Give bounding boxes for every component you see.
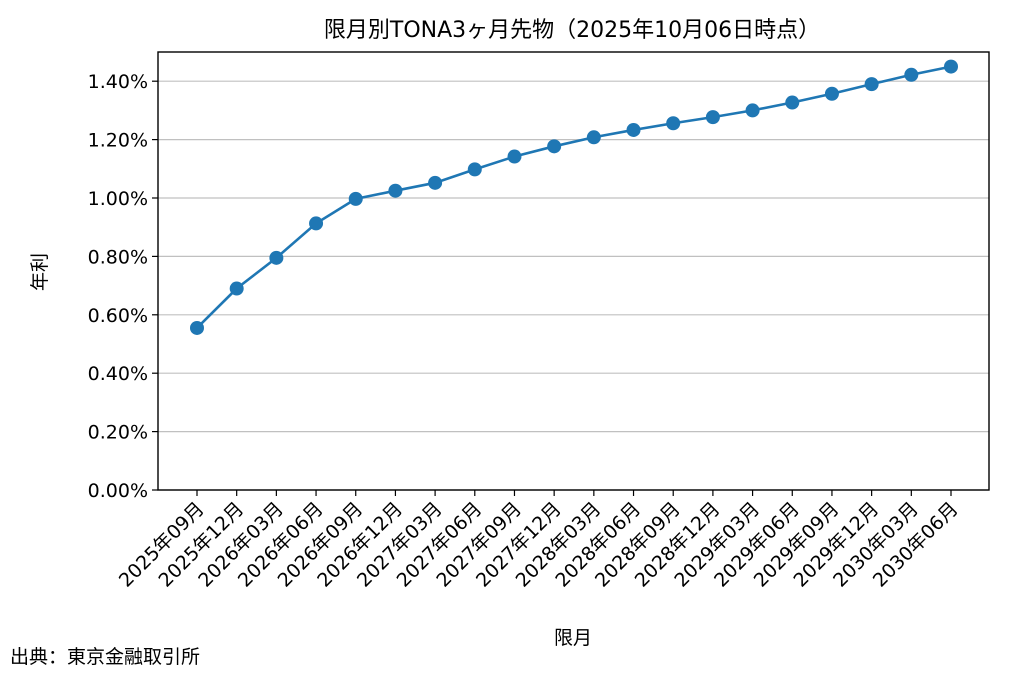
data-point bbox=[864, 77, 879, 92]
data-point bbox=[309, 216, 324, 231]
data-point bbox=[348, 191, 363, 206]
data-point bbox=[705, 110, 720, 125]
y-axis-ticks: 0.00% 0.20% 0.40% 0.60% 0.80% 1.00% 1.20% 1.40% bbox=[88, 71, 158, 502]
series-line-path bbox=[196, 65, 952, 329]
y-tick-label: 1.00% bbox=[88, 188, 148, 210]
y-tick-label: 0.00% bbox=[88, 480, 148, 502]
y-tick-label: 0.60% bbox=[88, 305, 148, 327]
data-point bbox=[229, 281, 244, 296]
data-point bbox=[745, 103, 760, 118]
data-point bbox=[190, 320, 204, 335]
y-tick-label: 1.20% bbox=[88, 130, 148, 152]
x-axis-label: 限月 bbox=[554, 627, 592, 649]
x-axis-ticks: 2025年09月2025年12月2026年03月2026年06月2026年09月… bbox=[115, 490, 963, 592]
data-point bbox=[428, 175, 443, 190]
y-tick-label: 1.40% bbox=[88, 71, 148, 93]
data-point bbox=[507, 149, 522, 164]
y-axis-label: 年利 bbox=[29, 253, 51, 291]
data-point bbox=[586, 130, 601, 145]
series-line bbox=[190, 59, 958, 335]
y-tick-label: 0.80% bbox=[88, 246, 148, 268]
axes bbox=[157, 51, 990, 491]
data-point bbox=[388, 183, 403, 198]
gridlines bbox=[158, 80, 989, 491]
data-point bbox=[666, 116, 681, 131]
data-point bbox=[944, 59, 958, 74]
data-point bbox=[904, 67, 919, 82]
data-point bbox=[269, 250, 284, 265]
data-point bbox=[785, 95, 800, 110]
data-point bbox=[467, 162, 482, 177]
source-note: 出典：東京金融取引所 bbox=[10, 646, 201, 668]
plot-frame bbox=[157, 51, 990, 491]
y-tick-label: 0.20% bbox=[88, 422, 148, 444]
data-point bbox=[824, 86, 839, 101]
chart-title: 限月別TONA3ヶ月先物（2025年10月06日時点） bbox=[324, 18, 820, 43]
data-point bbox=[626, 122, 641, 137]
y-tick-label: 0.40% bbox=[88, 363, 148, 385]
data-point bbox=[547, 139, 562, 154]
